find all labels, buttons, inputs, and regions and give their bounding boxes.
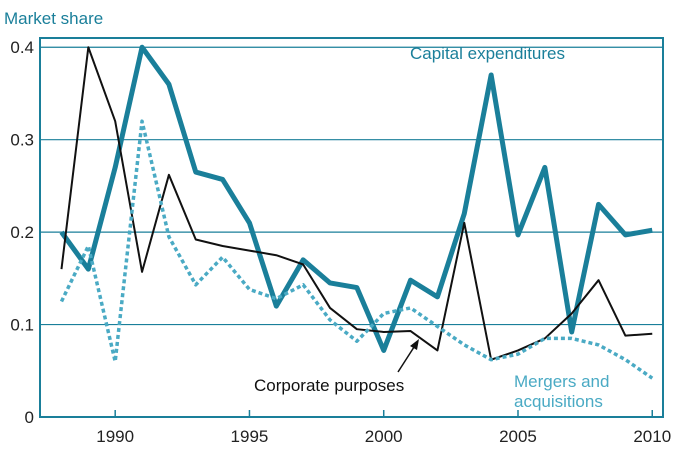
plot-frame: [39, 37, 664, 418]
series-label: Mergers and acquisitions: [514, 372, 610, 411]
y-tick-label: 0.4: [10, 38, 34, 57]
series-line: [59, 119, 654, 380]
x-tick-label: 1990: [96, 427, 134, 446]
y-tick-label: 0.1: [10, 316, 34, 335]
annotation-arrow: [397, 343, 417, 373]
y-tick-label: 0.3: [10, 131, 34, 150]
series-label: Capital expenditures: [410, 44, 565, 63]
x-tick-label: 2010: [633, 427, 671, 446]
y-axis-label: Market share: [4, 9, 103, 28]
y-tick-label: 0: [25, 408, 34, 427]
series-line: [59, 44, 653, 353]
x-tick-label: 2005: [499, 427, 537, 446]
x-tick-label: 1995: [231, 427, 269, 446]
x-tick-label: 2000: [365, 427, 403, 446]
arrow-head: [410, 339, 419, 350]
series-label: Corporate purposes: [254, 376, 405, 395]
series-line: [60, 46, 653, 361]
y-tick-label: 0.2: [10, 223, 34, 242]
